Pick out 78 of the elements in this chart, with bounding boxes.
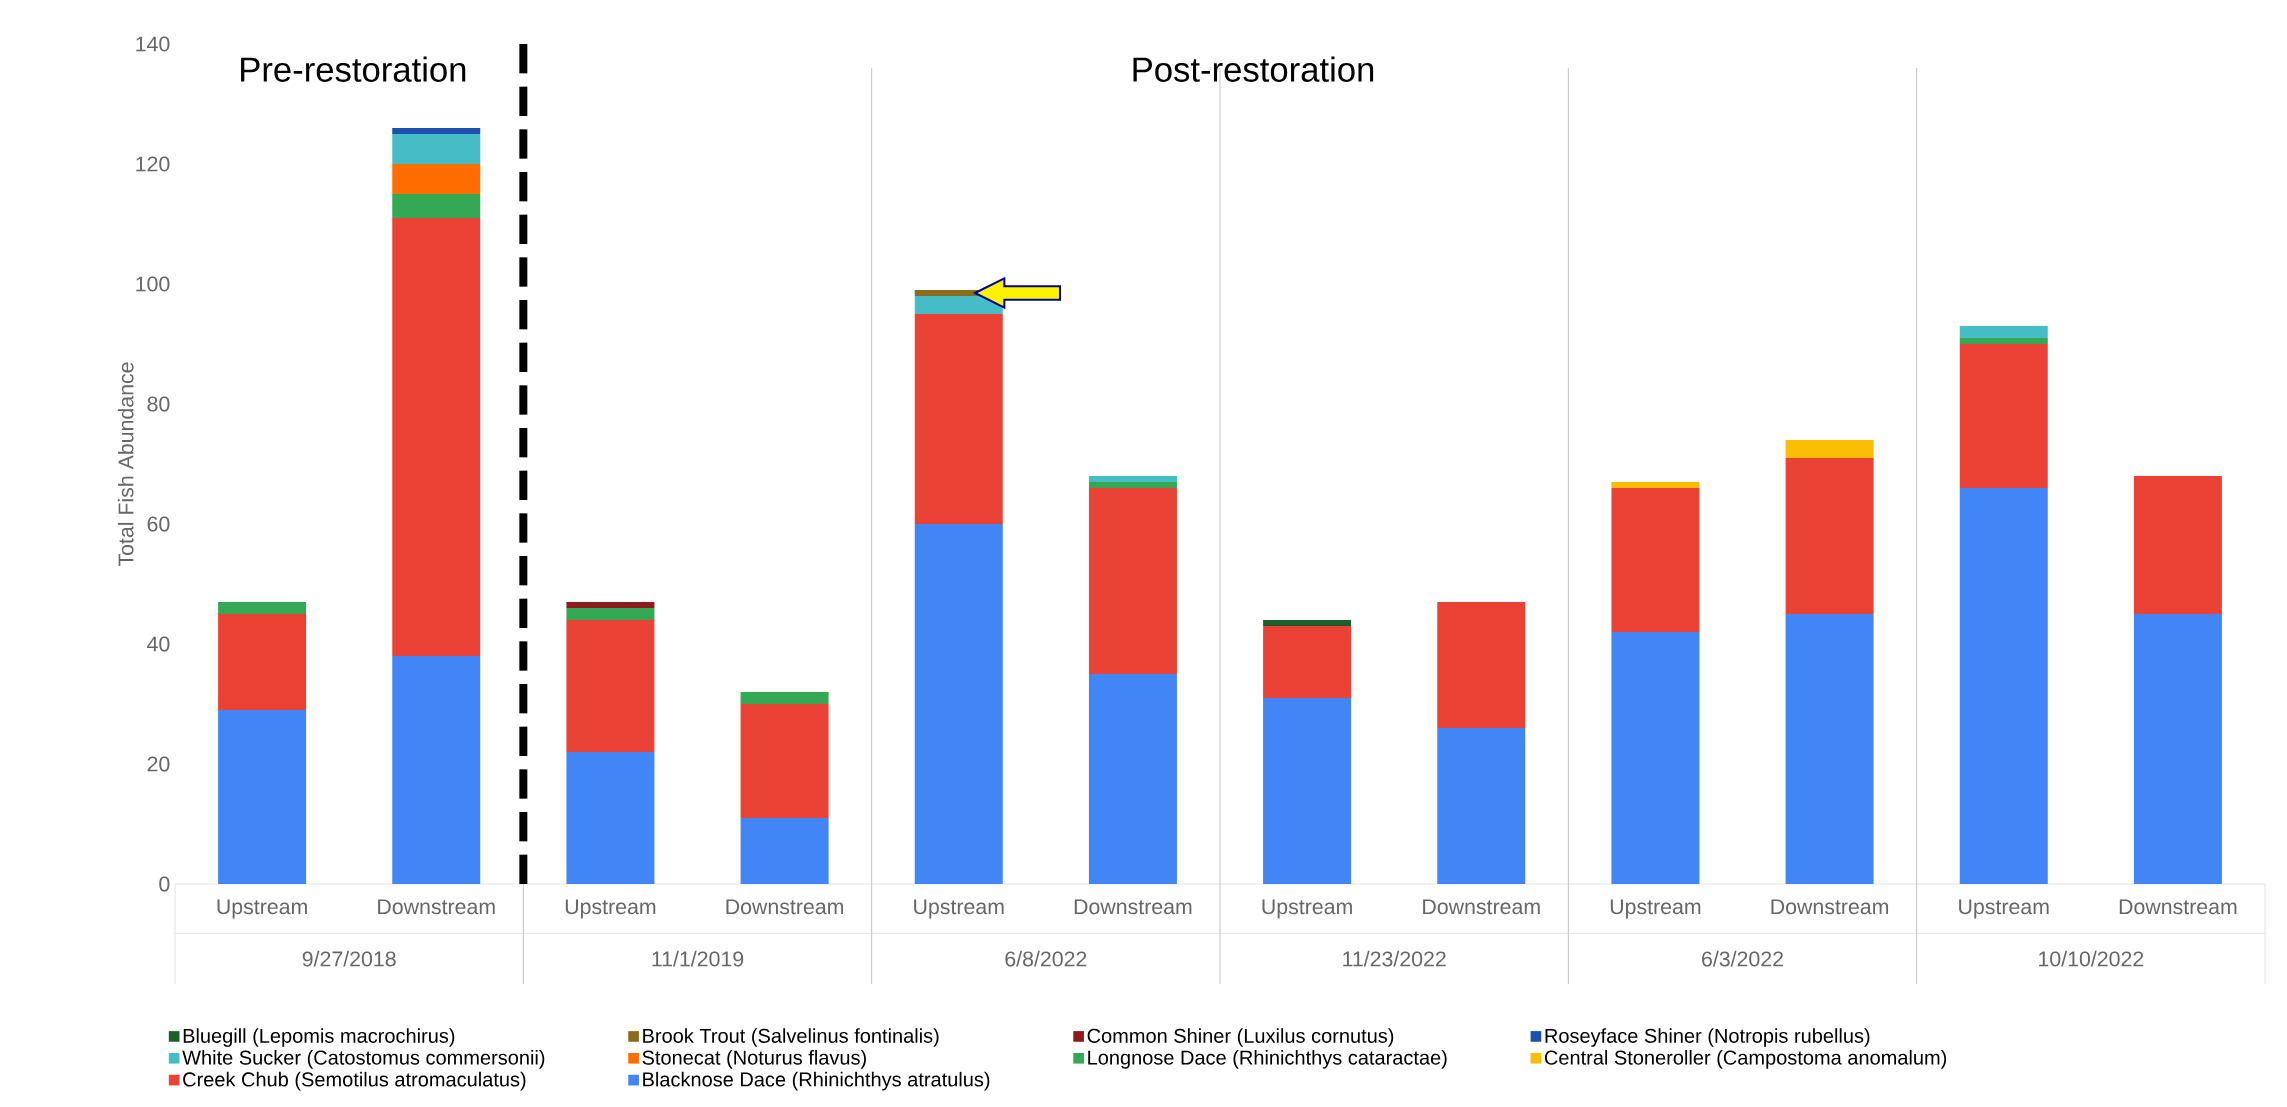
bar [392,194,481,218]
bar [392,656,481,884]
bar [1611,487,1700,632]
bar [1263,626,1352,698]
text: 10/10/2022 [2039,950,2144,967]
bar [1088,674,1177,884]
y-tick-label: 40 [147,636,170,652]
x-tick-label: Upstream [1959,899,2049,919]
bar [1263,620,1352,626]
annotation: Pre-restoration [241,56,466,82]
bar [566,602,655,608]
x-tick-label: Downstream [2119,899,2237,915]
x-tick-label: Upstream [1262,899,1352,919]
bar [1088,476,1177,482]
text: 9/27/2018 [302,950,396,967]
bar [218,602,307,614]
x-tick-label: Upstream [565,899,656,919]
x-tick-label: Upstream [1610,899,1701,919]
bar [1959,343,2048,488]
legend-label: Blacknose Dace (Rhinichthys atratulus) [643,1071,990,1091]
bar [1959,487,2048,884]
bar [740,692,829,704]
x-tick-label: Downstream [1771,899,1889,915]
legend-label: Roseyface Shiner (Notropis rubellus) [1545,1028,1870,1047]
bar [392,127,481,134]
y-tick-label: 60 [147,516,170,532]
annotation: Post-restoration [1133,56,1374,82]
x-tick-label: Upstream [914,899,1004,919]
bar [1959,325,2048,338]
y-tick-label: 120 [136,156,170,172]
bar [1785,614,1874,884]
bar [1611,632,1700,884]
bar [1785,440,1874,458]
bar [740,818,829,884]
x-tick-label: Downstream [726,899,844,915]
y-tick-label: 20 [147,756,170,772]
bar [392,163,481,194]
bar [1088,487,1177,674]
legend-label: Creek Chub (Semotilus atromaculatus) [183,1071,526,1091]
text: 11/23/2022 [1343,950,1446,967]
y-tick-label: 100 [136,276,170,292]
legend-label: Stonecat (Noturus flavus) [642,1050,866,1069]
bar [914,314,1003,524]
y-axis-title: Total Fish Abundance [117,362,134,567]
bar [392,217,481,656]
legend-label: Bluegill (Lepomis macrochirus) [183,1028,455,1047]
bar [2133,614,2222,884]
bar [1437,728,1526,884]
bar [218,614,307,710]
text: 6/3/2022 [1702,950,1783,967]
bar [1437,602,1526,728]
bar [1611,482,1700,488]
y-tick-label: 140 [136,36,170,52]
bar [914,524,1003,884]
x-tick-label: Downstream [378,899,495,915]
text: 6/8/2022 [1005,950,1087,967]
bar [1088,482,1177,488]
bar [740,704,829,818]
bar [218,710,307,884]
legend-label: Common Shiner (Luxilus cornutus) [1087,1028,1394,1047]
y-tick-label: 80 [147,396,170,412]
legend-label: Central Stoneroller (Campostoma anomalum) [1544,1050,1947,1069]
bar [1959,338,2048,344]
legend-label: White Sucker (Catostomus commersonii) [182,1050,545,1069]
bar [566,620,655,752]
bar [1263,698,1352,884]
bar [566,752,655,884]
x-tick-label: Downstream [1423,899,1540,915]
bar [566,608,655,620]
legend-label: Brook Trout (Salvelinus fontinalis) [643,1028,939,1047]
y-tick-label: 0 [159,876,170,892]
bar [2133,476,2222,614]
bar [1785,458,1874,614]
legend-label: Longnose Dace (Rhinichthys cataractae) [1088,1050,1447,1069]
bar [392,134,481,164]
x-tick-label: Downstream [1074,899,1192,915]
x-tick-label: Upstream [217,899,307,919]
text: 11/1/2019 [652,950,744,967]
